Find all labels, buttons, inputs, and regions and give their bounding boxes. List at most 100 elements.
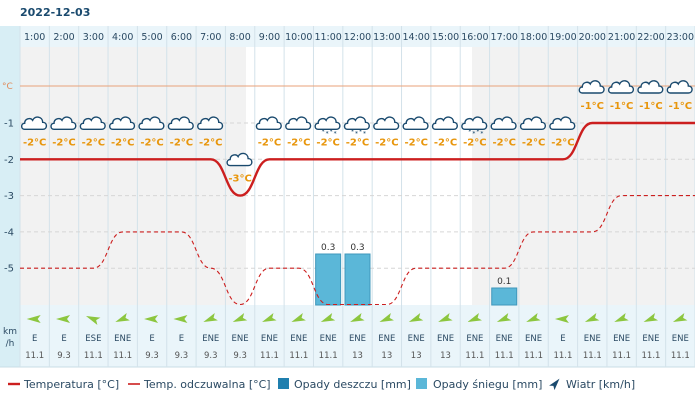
wind-arrow-icon [379,313,394,323]
wind-arrow-icon [672,313,688,323]
wind-arrow-icon [26,315,41,323]
temperature-value-label: -1°C [669,101,692,112]
wind-speed-label: 13 [381,351,392,361]
wind-speed-label: 11.1 [465,351,484,361]
wind-speed-label: 13 [352,351,363,361]
wind-direction-label: ENE [496,334,513,344]
wind-direction-label: ENE [349,334,366,344]
cloud-icon [167,116,194,131]
snowflake: * [355,130,358,137]
wind-direction-label: ENE [672,334,689,344]
cloud-icon [197,116,224,131]
wind-speed-label: 13 [411,351,422,361]
temperature-value-label: -2°C [199,137,222,148]
snowflake: * [468,128,471,135]
wind-arrow-shape [144,315,159,323]
cloud-shape [167,116,194,131]
temperature-value-label: -2°C [463,137,486,148]
temperature-value-label: -2°C [375,137,398,148]
legend-rain-label: Opady deszczu [mm] [294,378,411,391]
cloud-shape [519,116,547,131]
cloud-shape [578,80,605,94]
wind-direction-label: ENE [261,334,278,344]
wind-direction-label: E [61,334,66,344]
wind-arrow-shape [438,313,453,323]
wind-arrow-shape [26,315,41,323]
wind-speed-label: 9.3 [57,351,71,361]
temperature-line [20,121,695,197]
temperature-value-label: -1°C [610,101,633,112]
wind-arrow-shape [584,313,600,323]
wind-speed-label: 11.1 [319,351,338,361]
wind-speed-label: 9.3 [175,351,189,361]
wind-arrow-shape [614,313,629,323]
wind-direction-label: ENE [114,334,131,344]
hour-label: 7:00 [200,32,221,43]
cloud-icon [285,116,312,131]
wind-arrow-icon [144,315,159,323]
cloud-icon [519,116,547,131]
hour-label: 23:00 [667,32,694,43]
cloud-icon [20,116,48,131]
y-tick-label: -1 [4,119,14,130]
wind-arrow-shape [291,313,306,323]
wind-direction-label: ENE [584,334,601,344]
wind-direction-label: ENE [232,334,249,344]
wind-speed-label: 11.1 [84,351,103,361]
temperature-value-label: -1°C [581,101,604,112]
legend-snow-label: Opady śniegu [mm] [433,378,542,391]
hour-label: 6:00 [171,32,192,43]
wind-arrow-icon [56,315,71,323]
cloud-shape [314,116,341,131]
wind-band [20,305,695,367]
wind-direction-label: ENE [466,334,483,344]
wind-arrow-icon [496,313,512,323]
cloud-icon [666,80,693,94]
temperature-value-label: -2°C [82,137,105,148]
cloud-shape [637,80,664,94]
wind-direction-label: ENE [437,334,454,344]
snowflake: * [363,130,366,137]
hour-label: 13:00 [373,32,400,43]
cloud-shape [343,116,370,131]
snowflake: * [476,128,479,135]
wind-arrow-shape [203,313,218,323]
wind-direction-label: ENE [642,334,659,344]
snow-bar [344,253,371,306]
wind-arrow-icon [232,313,248,323]
wind-arrow-icon [85,315,101,325]
cloud-icon [79,116,106,131]
hour-label: 10:00 [285,32,312,43]
cloud-icon [549,116,576,131]
wind-direction-label: ENE [202,334,219,344]
wind-arrow-shape [467,313,482,323]
wind-arrow-icon [262,313,277,323]
wind-arrow-shape [85,315,101,325]
wind-arrow-shape [672,313,688,323]
cloud-shape [666,80,693,94]
wind-arrow-shape [173,315,188,323]
wind-arrow-shape [526,313,541,323]
temperature-value-label: -2°C [111,137,134,148]
temperature-value-label: -2°C [287,137,310,148]
hour-header-band [20,26,695,47]
temperature-value-label: -2°C [434,137,457,148]
hour-label: 20:00 [579,32,606,43]
wind-direction-label: E [32,334,37,344]
cloud-icon [431,116,458,131]
y-axis-band [0,26,20,367]
temperature-value-label: -2°C [493,137,516,148]
cloud-shape [50,116,77,131]
date-label: 2022-12-03 [20,6,90,19]
wind-speed-label: 13 [440,351,451,361]
wind-arrow-shape [643,313,659,323]
legend-temperature-label: Temperatura [°C] [23,378,119,391]
wind-arrow-icon [467,313,482,323]
cloud-icon [226,152,253,167]
cloud-icon [607,80,635,94]
wind-speed-label: 11.1 [524,351,543,361]
cloud-shape [226,152,253,167]
temperature-value-label: -2°C [258,137,281,148]
hour-label: 21:00 [608,32,635,43]
